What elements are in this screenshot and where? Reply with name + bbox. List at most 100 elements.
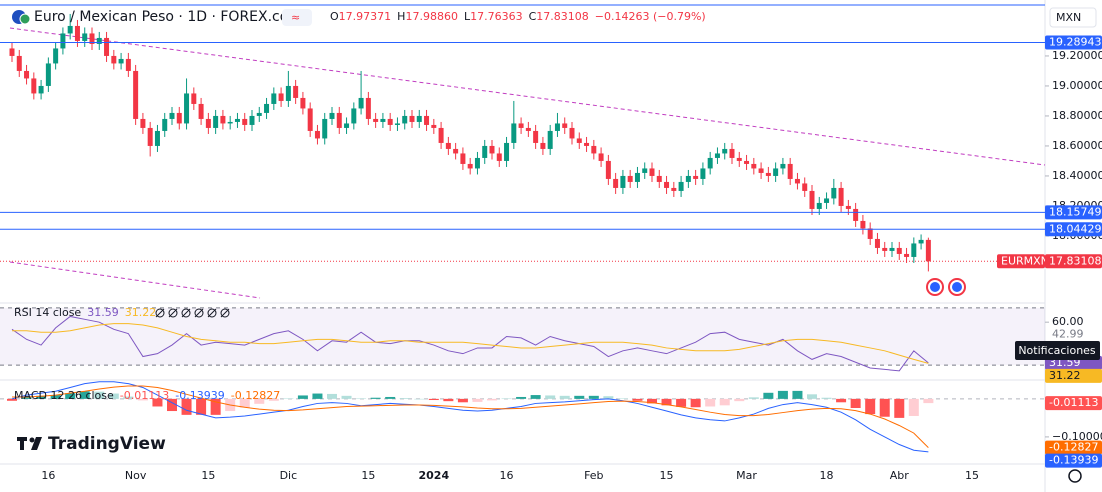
histogram-bar <box>923 398 934 404</box>
x-tick-label: 15 <box>361 469 375 482</box>
histogram-bar <box>879 398 890 417</box>
candle-body <box>220 115 226 124</box>
histogram-bar <box>705 398 716 407</box>
candle-body <box>758 168 764 173</box>
candle-body <box>111 55 117 64</box>
candle-body <box>889 247 895 251</box>
histogram-bar <box>196 398 207 415</box>
histogram-bar <box>559 395 570 399</box>
candle-body <box>874 238 880 248</box>
candle-body <box>351 108 357 124</box>
histogram-bar <box>385 396 396 399</box>
histogram-bar <box>865 398 876 415</box>
candle-body <box>104 37 110 56</box>
price-line-label-box <box>1045 35 1102 50</box>
histogram-bar <box>428 398 439 401</box>
legend-value: 31.22 <box>125 306 157 319</box>
histogram-bar <box>79 391 90 399</box>
histogram-bar <box>399 398 410 399</box>
histogram-bar <box>647 398 657 404</box>
candle-body <box>460 153 466 164</box>
candle-body <box>9 48 15 56</box>
last-price-label-box <box>1045 254 1102 269</box>
legend-icon <box>155 308 165 318</box>
last-price-label: 17.83108 <box>1049 254 1102 267</box>
candle-body <box>504 142 510 161</box>
candle-body <box>118 58 124 64</box>
candle-body <box>45 63 51 86</box>
indicator-line <box>12 323 929 364</box>
symbol-label: EURMXN <box>1001 254 1049 267</box>
indicator-line <box>11 381 929 453</box>
candle-body <box>620 175 626 188</box>
histogram-bar <box>50 395 61 399</box>
candle-body <box>373 118 379 122</box>
candle-body <box>678 181 684 191</box>
candle-body <box>794 178 800 184</box>
histogram-bar <box>312 393 323 399</box>
histogram-bar <box>181 398 192 415</box>
candle-body <box>802 183 808 191</box>
histogram-bar <box>457 398 468 403</box>
indicator-value-label-box <box>1045 368 1102 383</box>
tooltip-text: Notificaciones <box>1018 344 1096 357</box>
candle-body <box>344 123 350 128</box>
legend-value: -0.12827 <box>231 389 280 402</box>
x-tick-label: 15 <box>201 469 215 482</box>
legend-icon <box>181 308 191 318</box>
candle-body <box>511 123 517 143</box>
event-icon <box>952 282 962 292</box>
logo <box>29 437 35 443</box>
candle-body <box>700 168 706 179</box>
histogram-bar <box>676 398 687 407</box>
settings-icon[interactable] <box>1068 469 1082 483</box>
candle-body <box>729 148 735 158</box>
histogram-bar <box>123 396 134 399</box>
overlay: 19.20000 19.00000 18.80000 18.60000 18.40000… <box>41 35 1102 482</box>
candle-body <box>562 123 568 128</box>
histogram-bar <box>108 393 119 399</box>
candle-body <box>809 190 815 209</box>
event-icon <box>930 282 940 292</box>
candle-body <box>773 168 779 176</box>
histogram-bar <box>94 391 105 399</box>
candle-body <box>613 178 619 188</box>
histogram-bar <box>530 395 541 399</box>
histogram-bar <box>443 398 454 402</box>
histogram-bar <box>487 398 497 401</box>
y-tick-label: 19.00000 <box>1052 79 1102 92</box>
histogram-bar <box>167 398 177 412</box>
histogram-bar <box>501 398 512 399</box>
histogram-bar <box>152 398 163 407</box>
y-tick-label: 18.40000 <box>1052 169 1102 182</box>
ohlc-value: 17.76363 <box>470 10 523 23</box>
price-line-label: 19.28943 <box>1049 36 1102 49</box>
trend-line <box>9 27 1046 166</box>
histogram-bar <box>850 398 861 408</box>
candle-body <box>176 112 182 124</box>
candle-body <box>656 175 662 182</box>
histogram-bar <box>239 398 250 408</box>
candle-body <box>24 70 30 79</box>
legend-icon <box>220 308 230 318</box>
candle-body <box>133 70 139 119</box>
currency-button[interactable] <box>1049 7 1097 28</box>
ohlc-key: H <box>397 10 405 23</box>
candle-body <box>634 172 640 182</box>
indicator-value-label-box <box>1045 440 1102 455</box>
ohlc-legend: O17.97371 H17.98860 L17.76363 C17.83108 −0.1… <box>330 10 706 23</box>
ohlc-value: 17.98860 <box>405 10 458 23</box>
histogram-bar <box>65 393 76 399</box>
candle-body <box>314 130 320 139</box>
histogram-bar <box>21 396 32 399</box>
compare-button[interactable] <box>282 9 312 26</box>
candle-body <box>191 93 197 104</box>
candle-body <box>591 145 597 154</box>
price-line-label: 18.04429 <box>1049 222 1102 235</box>
histogram-bar <box>792 390 803 399</box>
indicator-name: RSI 14 close <box>14 306 81 319</box>
histogram-bar <box>908 398 919 416</box>
brand-name: TradingView <box>48 434 166 454</box>
candle-body <box>336 112 342 128</box>
